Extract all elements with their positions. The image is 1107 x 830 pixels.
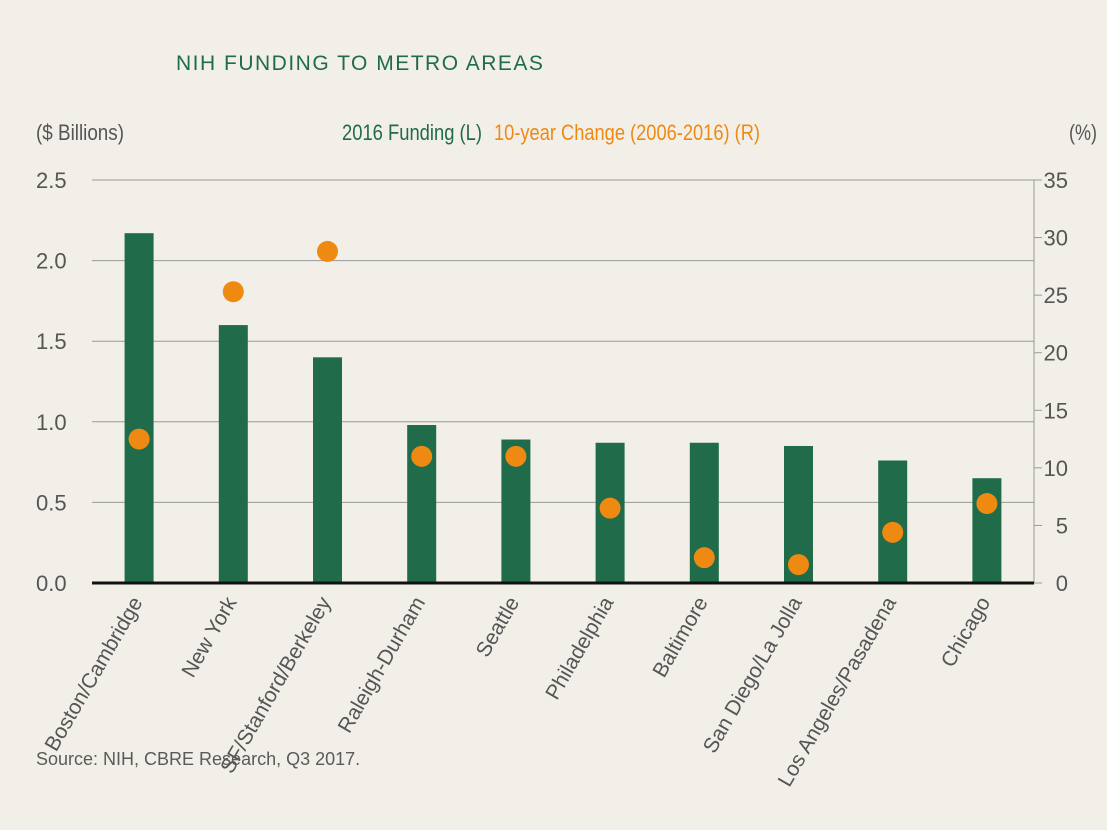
legend-change: 10-year Change (2006-2016) (R) (494, 120, 760, 145)
bar (218, 325, 248, 583)
y-left-tick-label: 0.0 (36, 571, 67, 596)
dot (222, 281, 244, 303)
y-left-tick-label: 1.0 (36, 410, 67, 435)
bar (313, 357, 342, 583)
y-axis-right-label: (%) (1069, 120, 1097, 145)
y-right-tick-label: 15 (1044, 398, 1068, 423)
y-left-tick-label: 1.5 (36, 329, 67, 354)
dot (411, 445, 433, 467)
dot (788, 554, 809, 576)
y-right-tick-label: 20 (1044, 341, 1068, 366)
dot (976, 493, 998, 515)
bar (124, 233, 154, 584)
y-axis-left-label: ($ Billions) (36, 120, 124, 145)
x-tick-label: Boston/Cambridge (41, 593, 148, 755)
dot (882, 521, 904, 543)
y-right-tick-label: 5 (1056, 513, 1068, 538)
dot (599, 497, 621, 519)
chart-title: NIH FUNDING TO METRO AREAS (176, 52, 545, 75)
y-right-tick-label: 35 (1044, 168, 1068, 193)
x-tick-label: Raleigh-Durham (334, 593, 430, 737)
y-right-tick-label: 30 (1044, 226, 1068, 251)
y-left-tick-label: 0.5 (36, 490, 67, 515)
y-right-tick-label: 10 (1044, 456, 1068, 481)
dot (128, 428, 150, 450)
y-left-tick-label: 2.5 (36, 168, 67, 193)
dot (317, 240, 338, 262)
x-tick-label: Chicago (937, 593, 995, 671)
source-note: Source: NIH, CBRE Research, Q3 2017. (36, 749, 361, 769)
x-tick-label: Baltimore (648, 593, 712, 681)
x-tick-label: Seattle (472, 593, 525, 661)
dots (128, 240, 998, 576)
y-right-tick-label: 0 (1056, 571, 1068, 596)
dot (693, 547, 715, 569)
x-tick-label: Philadelphia (541, 593, 618, 704)
y-right-tick-label: 25 (1044, 283, 1068, 308)
gridlines (92, 179, 1034, 503)
x-tick-label: New York (177, 593, 242, 682)
tick-labels: 0.0 0.5 1.0 1.5 2.0 2.5 0 5 10 15 20 25 30 35 Boston/C… (36, 168, 1068, 791)
axes (92, 179, 1042, 585)
y-left-tick-label: 2.0 (36, 249, 67, 274)
bars (124, 233, 1002, 584)
x-tick-label: San Diego/La Jolla (699, 593, 807, 757)
legend-funding: 2016 Funding (L) (342, 120, 482, 145)
bar (878, 460, 908, 583)
dot (505, 445, 527, 467)
